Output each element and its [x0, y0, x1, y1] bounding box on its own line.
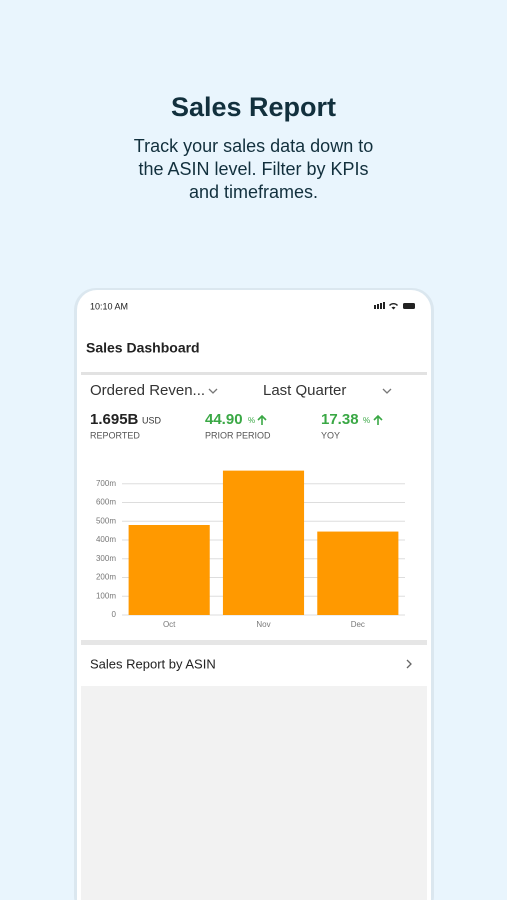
y-tick-label: 500m [96, 516, 116, 525]
kpi-value: 44.90 [205, 411, 243, 428]
screen-title: Sales Dashboard [86, 340, 200, 356]
x-tick-label: Nov [256, 620, 270, 629]
y-tick-label: 0 [112, 610, 117, 619]
up-arrow [373, 414, 383, 425]
y-tick-label: 200m [96, 573, 116, 582]
empty-area [81, 686, 427, 900]
kpi-unit: % [248, 416, 255, 425]
kpi-label: PRIOR PERIOD [205, 430, 271, 440]
kpi-label: YOY [321, 430, 340, 440]
chevron [382, 388, 392, 394]
chart: 0 100m 200m 300m 400m 500m 600m 700m Oct Nov Dec [96, 470, 405, 629]
bar [317, 531, 399, 615]
kpi-value: 1.695B [90, 411, 139, 428]
divider [81, 372, 427, 375]
bar [128, 525, 210, 615]
status-time: 10:10 AM [90, 301, 128, 311]
y-tick-label: 400m [96, 535, 116, 544]
y-tick-label: 300m [96, 554, 116, 563]
x-tick-label: Oct [163, 620, 176, 629]
subtitle: Track your sales data down to [134, 136, 373, 156]
x-tick-label: Dec [351, 620, 365, 629]
filter-dropdown[interactable]: Last Quarter [263, 382, 346, 399]
chevron [208, 388, 218, 394]
divider [81, 640, 427, 645]
up-arrow [257, 414, 267, 425]
subtitle: and timeframes. [189, 182, 318, 202]
y-tick-label: 600m [96, 498, 116, 507]
kpi-value: 17.38 [321, 411, 359, 428]
chevron [406, 659, 412, 669]
kpi-label: REPORTED [90, 430, 140, 440]
title: Sales Report [171, 92, 336, 122]
link-row[interactable]: Sales Report by ASIN [90, 656, 216, 671]
y-tick-label: 100m [96, 591, 116, 600]
kpi-unit: USD [142, 415, 162, 425]
subtitle: the ASIN level. Filter by KPIs [138, 159, 368, 179]
status-icons [374, 302, 415, 310]
bar [222, 470, 305, 615]
filter-dropdown[interactable]: Ordered Reven... [90, 382, 205, 399]
y-tick-label: 700m [96, 479, 116, 488]
kpi-unit: % [363, 416, 370, 425]
